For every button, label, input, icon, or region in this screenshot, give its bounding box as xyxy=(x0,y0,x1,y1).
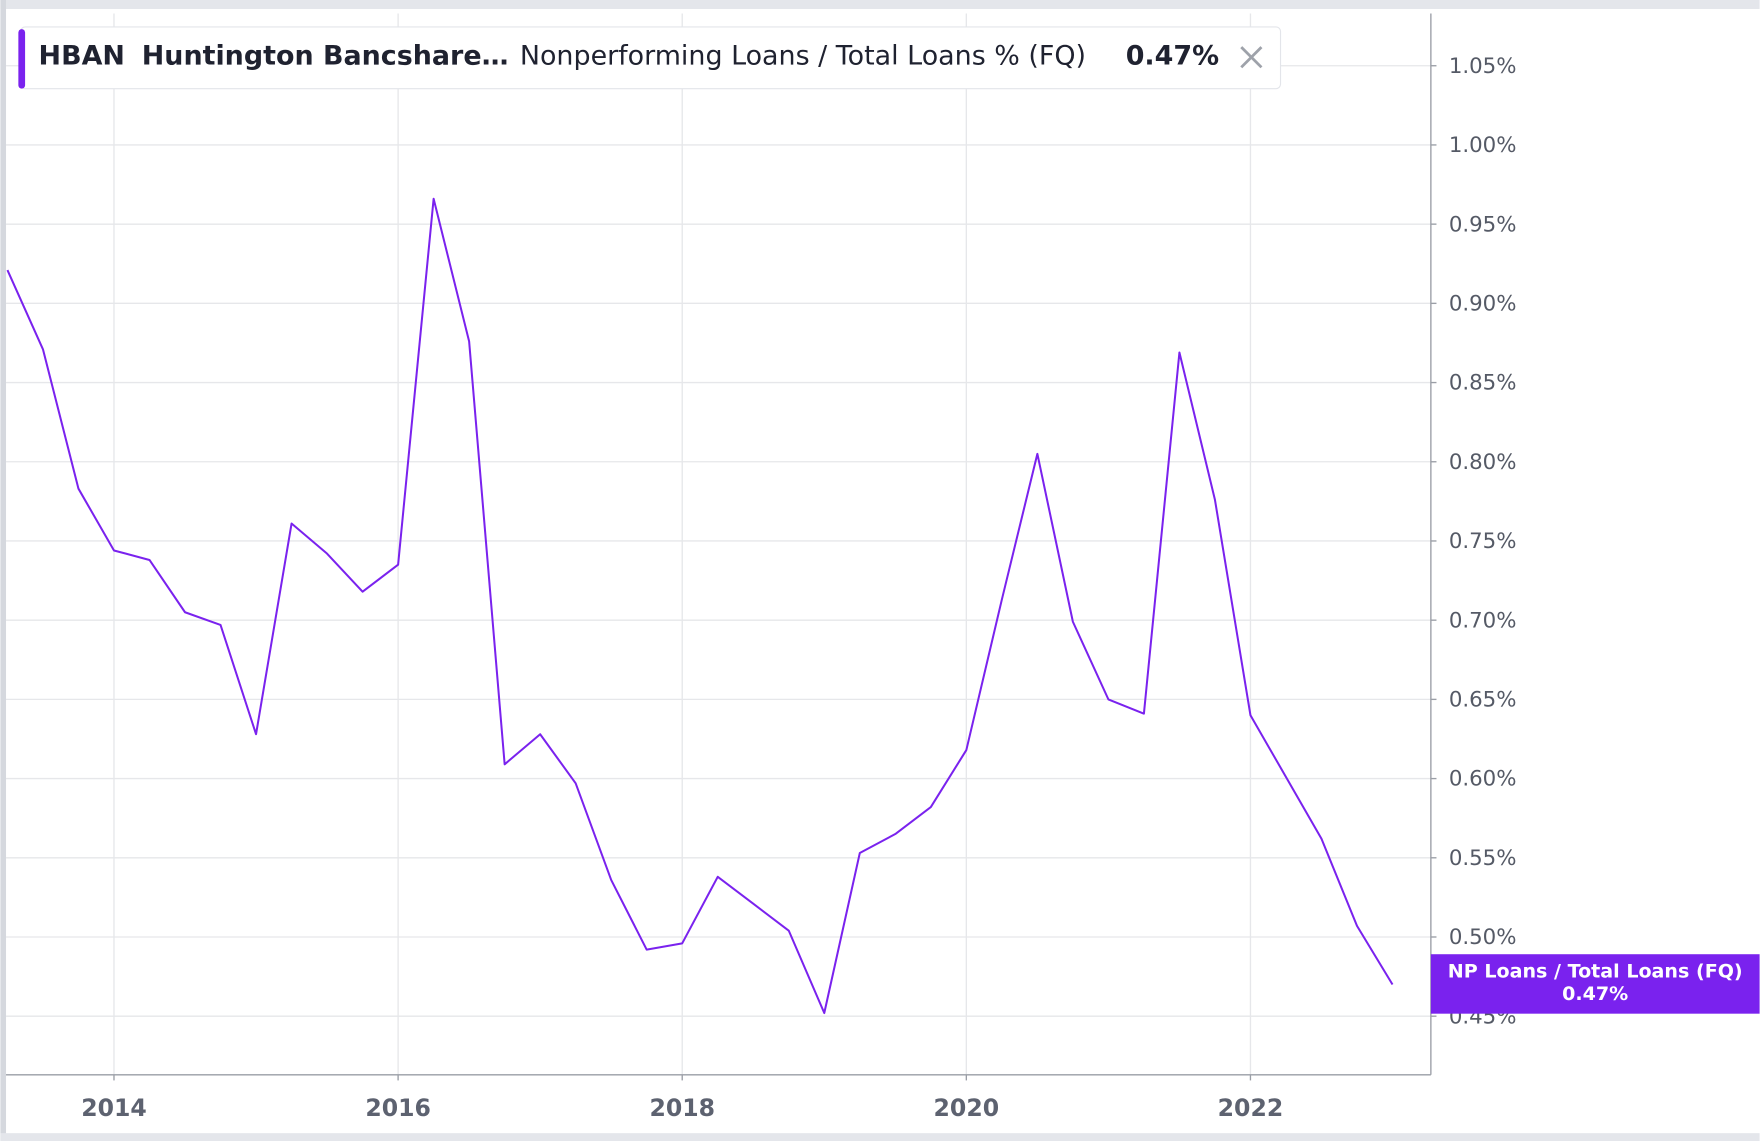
x-tick-label: 2022 xyxy=(1218,1094,1284,1122)
grid xyxy=(6,13,1431,1075)
y-tick-label: 0.50% xyxy=(1449,925,1517,950)
value-badge-box xyxy=(1430,954,1760,1014)
value-badge-name: NP Loans / Total Loans (FQ) xyxy=(1448,961,1743,983)
value-badge-value: 0.47% xyxy=(1562,983,1628,1005)
y-tick-label: 0.90% xyxy=(1449,291,1517,316)
header-accent xyxy=(18,29,26,89)
y-tick-label: 0.95% xyxy=(1449,212,1517,237)
close-button[interactable] xyxy=(1240,46,1263,69)
bottom-bar xyxy=(0,1133,1760,1141)
ticker: HBAN xyxy=(39,41,125,72)
y-tick-label: 1.05% xyxy=(1449,54,1517,79)
company: Huntington Bancshare… xyxy=(142,41,509,72)
header-value: 0.47% xyxy=(1126,41,1219,72)
y-tick-label: 0.85% xyxy=(1449,371,1517,396)
plot xyxy=(6,197,1394,1015)
y-tick-label: 1.00% xyxy=(1449,133,1517,158)
close-stroke[interactable] xyxy=(1240,46,1263,69)
y-tick-label: 0.75% xyxy=(1449,529,1517,554)
metric: Nonperforming Loans / Total Loans % (FQ) xyxy=(520,41,1086,72)
y-tick-label: 0.70% xyxy=(1449,608,1517,633)
left-border xyxy=(0,0,7,1141)
value-badge: NP Loans / Total Loans (FQ)0.47% xyxy=(1430,954,1760,1014)
y-tick-label: 0.65% xyxy=(1449,687,1517,712)
line-series xyxy=(6,197,1394,1015)
y-tick-label: 0.60% xyxy=(1449,767,1517,792)
axes: 0.45%0.50%0.55%0.60%0.65%0.70%0.75%0.80%… xyxy=(81,54,1516,1122)
x-tick-label: 2018 xyxy=(649,1094,715,1122)
legend-header: HBAN Huntington Bancshare… Nonperforming… xyxy=(18,26,1282,90)
y-tick-label: 0.80% xyxy=(1449,450,1517,475)
y-tick-label: 0.55% xyxy=(1449,846,1517,871)
top-bar xyxy=(0,0,1760,9)
x-tick-label: 2016 xyxy=(365,1094,431,1122)
x-tick-label: 2020 xyxy=(934,1094,1000,1122)
x-tick-label: 2014 xyxy=(81,1094,147,1122)
